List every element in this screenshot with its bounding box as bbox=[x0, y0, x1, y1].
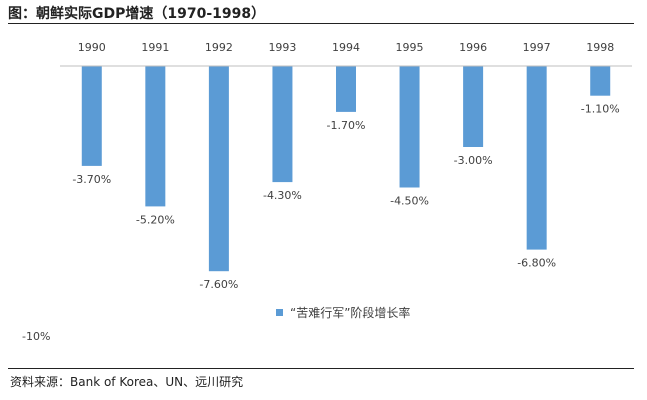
bar bbox=[590, 66, 611, 96]
x-tick-label: 1993 bbox=[268, 41, 296, 54]
x-tick-label: 1996 bbox=[459, 41, 487, 54]
data-label: -7.60% bbox=[199, 278, 238, 291]
data-label: -6.80% bbox=[517, 257, 556, 270]
labels-layer: -10% 1990 -3.70% 1991 -5.20% 1992 -7.60% 1993 -4… bbox=[22, 41, 620, 343]
legend: “苦难行军”阶段增长率 bbox=[276, 305, 410, 320]
legend-swatch bbox=[276, 309, 283, 316]
source-note: 资料来源：Bank of Korea、UN、远川研究 bbox=[10, 375, 244, 389]
data-label: -1.10% bbox=[581, 103, 620, 116]
bar bbox=[272, 66, 293, 183]
bars-layer bbox=[81, 66, 611, 272]
title-rule bbox=[8, 23, 634, 24]
x-tick-label: 1990 bbox=[78, 41, 106, 54]
x-tick-label: 1991 bbox=[141, 41, 169, 54]
data-label: -3.70% bbox=[72, 173, 111, 186]
bar bbox=[145, 66, 166, 207]
bar bbox=[399, 66, 420, 188]
bar bbox=[526, 66, 547, 250]
x-tick-label: 1998 bbox=[586, 41, 614, 54]
x-tick-label: 1992 bbox=[205, 41, 233, 54]
bar bbox=[336, 66, 356, 112]
data-label: -3.00% bbox=[454, 154, 493, 167]
chart-title: 图：朝鲜实际GDP增速（1970-1998） bbox=[8, 6, 266, 22]
data-label: -4.50% bbox=[390, 195, 429, 208]
legend-label: “苦难行军”阶段增长率 bbox=[290, 305, 410, 320]
x-tick-label: 1994 bbox=[332, 41, 360, 54]
x-tick-label: 1997 bbox=[523, 41, 551, 54]
data-label: -5.20% bbox=[136, 213, 175, 226]
source-rule bbox=[8, 368, 634, 369]
bar bbox=[81, 66, 102, 166]
y-tick-label: -10% bbox=[22, 330, 50, 343]
x-tick-label: 1995 bbox=[396, 41, 424, 54]
data-label: -4.30% bbox=[263, 189, 302, 202]
bar bbox=[463, 66, 484, 147]
bar bbox=[208, 66, 229, 272]
data-label: -1.70% bbox=[327, 119, 366, 132]
